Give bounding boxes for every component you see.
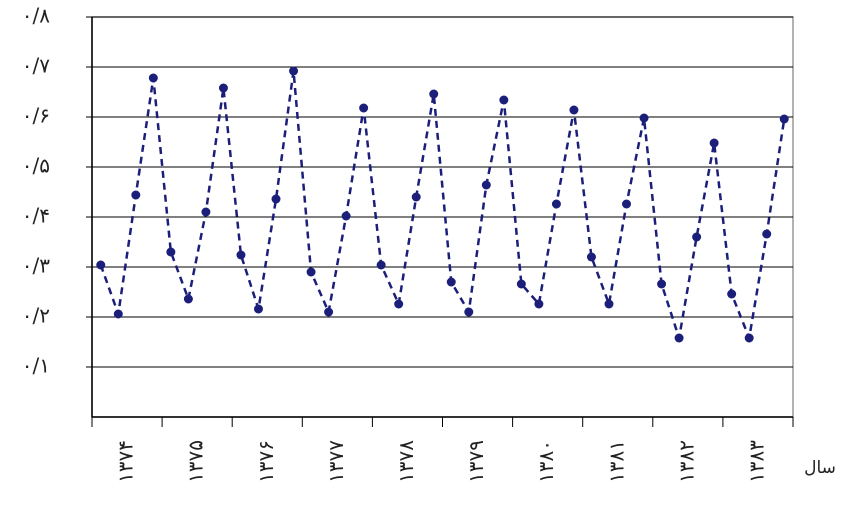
x-tick-label: ۱۳۸۰ (534, 440, 558, 483)
data-point (148, 73, 158, 83)
data-point (253, 304, 263, 314)
data-point (551, 199, 561, 209)
data-point (236, 250, 246, 260)
data-point (622, 199, 632, 209)
y-tick-label: ۰/۳ (22, 254, 50, 278)
data-point (341, 211, 351, 221)
x-tick-label: ۱۳۸۲ (674, 440, 698, 483)
data-point (183, 294, 193, 304)
data-point (639, 113, 649, 123)
data-point (96, 260, 106, 270)
series-line (99, 70, 786, 343)
x-tick-label: ۱۳۷۷ (324, 440, 348, 483)
data-point (394, 299, 404, 309)
data-point (516, 279, 526, 289)
data-point (411, 192, 421, 202)
x-tick-label: ۱۳۷۴ (114, 440, 138, 483)
x-tick-label: ۱۳۷۵ (184, 440, 208, 483)
data-point (166, 247, 176, 257)
data-point (131, 190, 141, 200)
data-point (709, 138, 719, 148)
y-tick-label: ۰/۵ (22, 154, 50, 178)
data-point (113, 309, 123, 319)
data-point (429, 89, 439, 99)
data-point (586, 252, 596, 262)
data-point (271, 194, 281, 204)
y-tick-label: ۰/۴ (22, 204, 50, 228)
y-tick-label: ۰/۲ (22, 304, 50, 328)
y-tick-label: ۰/۶ (22, 104, 50, 128)
data-point (446, 277, 456, 287)
data-point (692, 232, 702, 242)
data-point (604, 299, 614, 309)
x-axis-label: سال (804, 458, 836, 478)
y-tick-label: ۰/۱ (22, 354, 50, 378)
data-point (324, 307, 334, 317)
data-point (569, 105, 579, 115)
data-point (499, 95, 509, 105)
x-tick-label: ۱۳۷۹ (464, 440, 488, 483)
data-point (534, 299, 544, 309)
data-point (481, 180, 491, 190)
data-point (674, 333, 684, 343)
data-point (359, 103, 369, 113)
data-point (289, 66, 299, 76)
y-tick-label: ۰/۷ (22, 54, 50, 78)
data-point (306, 267, 316, 277)
data-point (657, 279, 667, 289)
data-point (744, 333, 754, 343)
data-point (376, 260, 386, 270)
x-tick-label: ۱۳۷۸ (394, 440, 418, 483)
data-point (762, 229, 772, 239)
x-tick-label: ۱۳۷۶ (254, 440, 278, 483)
data-point (201, 207, 211, 217)
y-tick-label: ۰/۸ (22, 4, 50, 28)
data-point (727, 289, 737, 299)
data-point (779, 114, 789, 124)
data-point (464, 307, 474, 317)
x-tick-label: ۱۳۸۳ (744, 440, 768, 483)
data-point (218, 83, 228, 93)
x-tick-label: ۱۳۸۱ (604, 440, 628, 483)
